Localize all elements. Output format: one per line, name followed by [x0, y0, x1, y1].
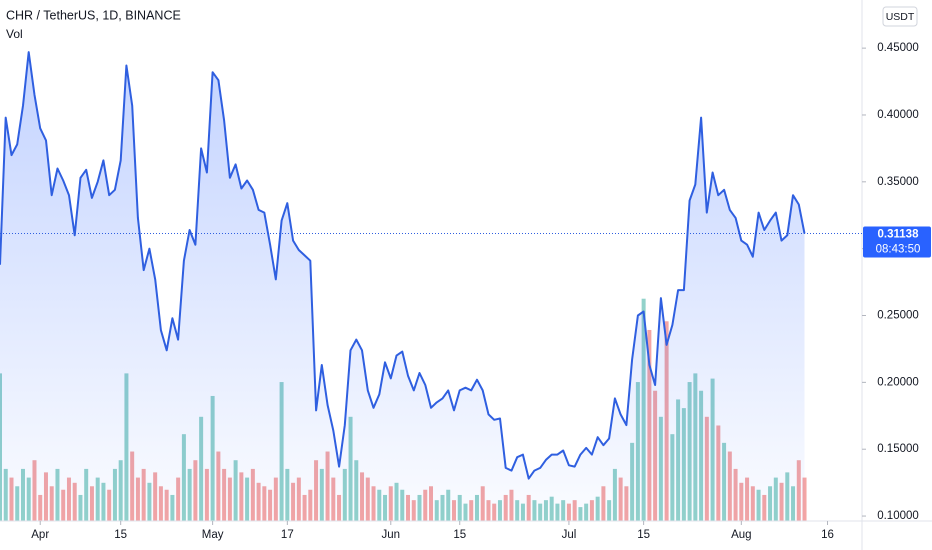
currency-button[interactable] — [882, 6, 918, 27]
x-tick-label: 16 — [821, 529, 834, 541]
x-tick-label: May — [202, 529, 224, 541]
price-line — [0, 51, 806, 480]
y-tick-label: 0.45000 — [877, 42, 919, 54]
x-tick-label: 17 — [281, 529, 294, 541]
y-tick-label: 0.10000 — [877, 510, 919, 522]
y-tick-label: 0.40000 — [877, 109, 919, 121]
countdown: 08:43:50 — [876, 243, 921, 255]
chart-title: CHR / TetherUS, 1D, BINANCE — [6, 8, 181, 22]
x-tick-label: Apr — [31, 529, 49, 541]
last-price-tag — [863, 226, 931, 258]
last-price-label: 0.31138 — [878, 228, 920, 240]
x-tick-label: Jul — [562, 529, 577, 541]
x-tick-label: 15 — [114, 529, 127, 541]
volume-bar — [802, 477, 807, 521]
x-tick-label: Jun — [381, 529, 400, 541]
x-tick-label: Aug — [731, 529, 751, 541]
x-tick-label: 15 — [453, 529, 466, 541]
x-tick-label: 15 — [637, 529, 650, 541]
y-tick-label: 0.15000 — [877, 443, 919, 455]
volume-title: Vol — [6, 27, 23, 41]
y-tick-label: 0.25000 — [877, 310, 919, 322]
price-area — [0, 52, 805, 521]
currency-label[interactable]: USDT — [886, 11, 915, 23]
y-tick-label: 0.20000 — [877, 376, 919, 388]
y-tick-label: 0.35000 — [877, 176, 919, 188]
